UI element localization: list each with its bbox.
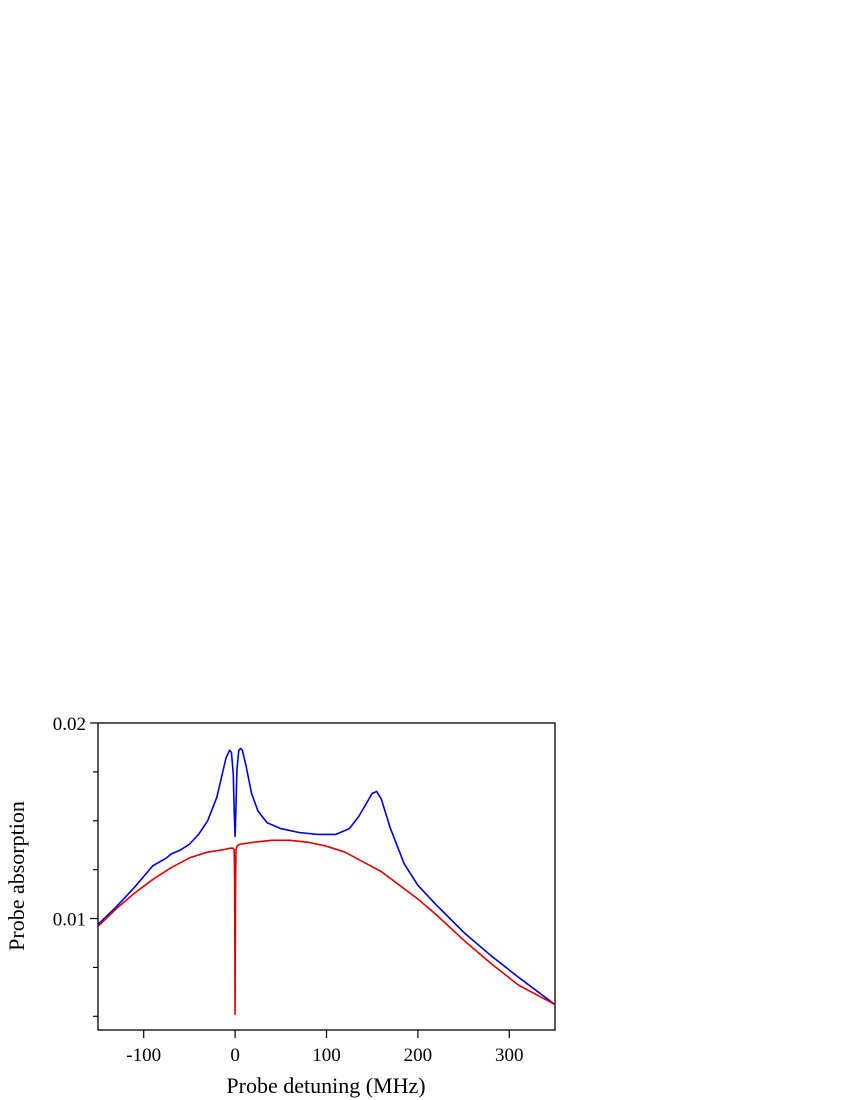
x-tick-label: 300 [495,1045,524,1066]
series-group [97,747,556,1016]
x-tick-label: 200 [404,1045,433,1066]
y-axis-label: Probe absorption [4,801,29,951]
plot-frame [97,722,556,1031]
x-tick-label: 100 [312,1045,341,1066]
y-tick-label: 0.02 [53,714,86,735]
x-tick-label: -100 [126,1045,161,1066]
x-tick-label: 0 [230,1045,240,1066]
x-axis-label: Probe detuning (MHz) [226,1073,425,1098]
y-tick-label: 0.01 [53,910,86,931]
series-line-2 [97,839,556,1016]
axis-tick-labels: -100 0 100 200 300 0.01 0.02 [53,714,524,1066]
axis-ticks [90,722,510,1038]
series-line-1 [97,747,556,1006]
